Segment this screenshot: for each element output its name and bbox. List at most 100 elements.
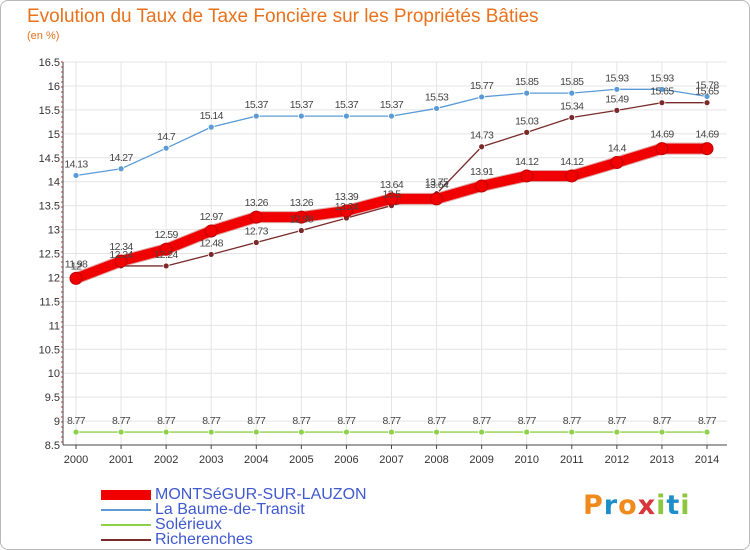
series-point [700,142,714,156]
series-point [613,106,621,114]
data-label: 12 [71,260,82,272]
data-label: 15.85 [560,76,584,88]
data-label: 8.77 [337,415,356,427]
data-label: 14.4 [608,143,627,155]
data-label: 13.64 [380,179,404,191]
chart-title: Evolution du Taux de Taxe Foncière sur l… [27,6,539,27]
series-point [294,210,308,224]
series-point [388,112,395,120]
axes: 8.5 9 9.5 10 10.5 11 11.5 12 12.5 13 13.5 14 14.5 15 1… [39,57,727,466]
series-point [433,428,440,436]
series-point [249,210,263,224]
series-point [478,93,486,101]
data-label: 8.77 [563,415,582,427]
data-label: 8.77 [698,415,717,427]
data-label: 15.37 [290,99,314,111]
data-label: 8.77 [653,415,672,427]
data-label: 12.73 [245,225,269,237]
logo-letter: i [656,490,667,521]
series-point [72,172,80,179]
series-point [162,428,170,436]
data-label: 13.64 [425,179,449,191]
y-tick-label: 14.5 [39,153,60,165]
legend-swatch-solerieux [101,524,151,526]
x-tick-label: 2010 [514,454,538,466]
data-label: 15.85 [515,76,539,88]
series-point [523,428,531,436]
logo-letter: r [603,490,619,521]
data-label: 15.65 [695,86,719,98]
data-label: 15.37 [335,99,359,111]
data-label: 12.24 [109,249,133,261]
y-tick-label: 14 [48,177,60,189]
data-label: 12.34 [109,241,133,253]
x-tick-label: 2002 [154,454,178,466]
series-layer [69,85,714,436]
x-tick-label: 2013 [650,454,674,466]
series-point [430,192,444,206]
series-point [72,428,80,436]
x-tick-label: 2005 [289,454,313,466]
series-point [565,169,579,183]
series-point [343,428,350,436]
logo-letter: o [618,490,638,521]
data-label: 8.77 [202,415,221,427]
y-tick-label: 8.5 [45,440,60,452]
series-point [207,251,215,258]
series-point [117,165,125,173]
series-point [388,428,395,436]
series-point [523,128,531,136]
series-point [568,89,576,97]
data-label: 12.59 [155,229,179,241]
x-tick-label: 2012 [605,454,629,466]
series-point [297,227,305,234]
x-tick-label: 2009 [469,454,493,466]
y-tick-label: 16 [48,81,60,93]
y-tick-label: 12.5 [39,249,60,261]
series-point [610,156,624,170]
proxiti-logo: Proxiti [583,490,691,521]
data-labels: 14.13 14.27 14.7 15.14 15.37 15.37 15.37 15.37 1… [64,72,720,427]
y-tick-label: 10 [48,368,60,380]
data-label: 14.13 [64,158,88,170]
series-point [343,112,350,120]
data-label: 8.77 [247,415,266,427]
legend-label-montsegur: MONTSéGUR-SUR-LAUZON [155,486,367,503]
data-label: 13.24 [335,201,359,213]
series-point [613,428,621,436]
data-label: 14.69 [695,129,719,141]
series-point [568,114,576,121]
data-label: 14.73 [470,130,494,142]
data-label: 12.98 [290,214,314,226]
x-tick-label: 2004 [244,454,268,466]
data-label: 15.03 [515,115,539,127]
series-point [385,192,398,206]
series-point [297,428,305,436]
series-point [655,142,669,156]
x-tick-label: 2008 [424,454,448,466]
data-label: 15.78 [695,79,719,91]
y-tick-label: 13 [48,225,60,237]
series-point [523,89,531,97]
y-tick-label: 11.5 [39,296,60,308]
legend-item-richerenches: Richerenches [101,531,253,548]
series-point [613,85,621,93]
y-tick-label: 11 [49,320,60,332]
data-label: 11.98 [65,258,88,270]
series-point [568,428,576,436]
legend-swatch-richerenches [101,539,151,541]
logo-letter: P [583,490,604,521]
series-point [520,169,534,183]
series-point [204,224,218,238]
data-label: 15.49 [605,93,629,105]
logo-letter: x [637,490,657,521]
x-tick-label: 2001 [109,454,133,466]
legend-item-solerieux: Solérieux [101,516,222,533]
series-point [69,271,83,285]
series-point [297,112,305,120]
y-tick-label: 12 [48,272,60,284]
data-label: 15.93 [650,72,674,84]
series-point [207,123,215,131]
series-point [475,179,489,193]
